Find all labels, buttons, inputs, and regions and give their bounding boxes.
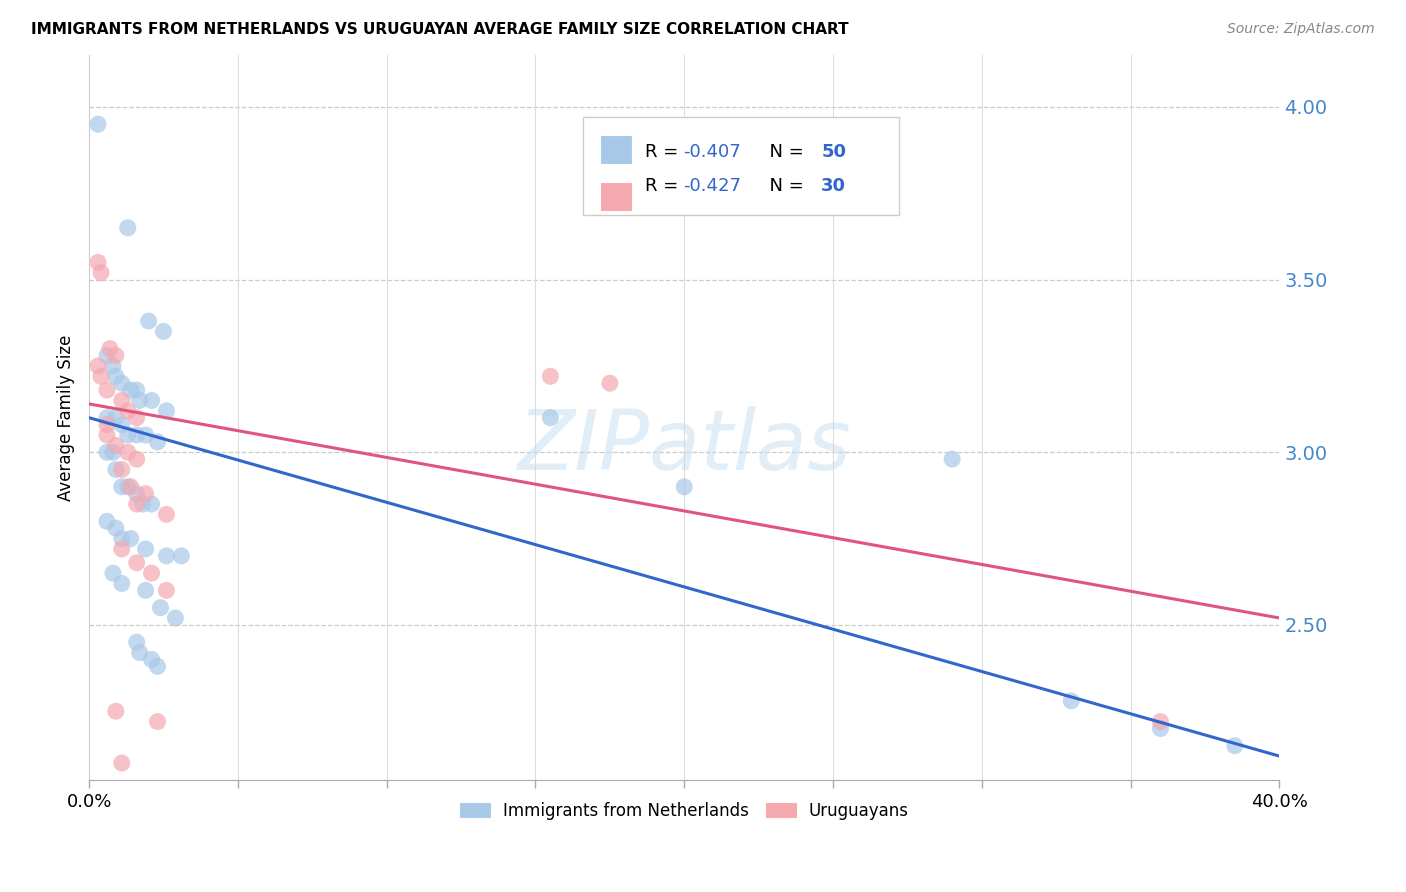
FancyBboxPatch shape — [583, 117, 898, 215]
Point — [104, 369, 127, 384]
Point — [111, 576, 134, 591]
Text: 30: 30 — [821, 177, 846, 194]
Point — [149, 600, 172, 615]
Point — [135, 583, 157, 598]
Point — [599, 376, 621, 391]
Point — [128, 393, 150, 408]
Point — [120, 383, 142, 397]
Point — [135, 486, 157, 500]
Text: -0.427: -0.427 — [683, 177, 741, 194]
Point — [135, 541, 157, 556]
Point — [96, 349, 118, 363]
Point — [941, 452, 963, 467]
Point — [87, 117, 110, 131]
Point — [96, 417, 118, 432]
Point — [96, 383, 118, 397]
Point — [120, 532, 142, 546]
Point — [90, 369, 112, 384]
Point — [101, 445, 124, 459]
Point — [155, 404, 177, 418]
Legend: Immigrants from Netherlands, Uruguayans: Immigrants from Netherlands, Uruguayans — [453, 795, 915, 826]
Point — [101, 359, 124, 373]
Point — [538, 369, 561, 384]
Point — [138, 314, 160, 328]
Point — [104, 349, 127, 363]
Point — [111, 462, 134, 476]
Point — [1149, 714, 1171, 729]
Point — [1060, 694, 1083, 708]
Point — [87, 255, 110, 269]
Bar — [600, 136, 631, 163]
Point — [87, 359, 110, 373]
Point — [98, 342, 121, 356]
Point — [117, 445, 139, 459]
Point — [141, 497, 163, 511]
Point — [101, 566, 124, 581]
Point — [111, 393, 134, 408]
Point — [96, 514, 118, 528]
Point — [165, 611, 187, 625]
Point — [111, 417, 134, 432]
Point — [1149, 722, 1171, 736]
Point — [104, 704, 127, 718]
Text: IMMIGRANTS FROM NETHERLANDS VS URUGUAYAN AVERAGE FAMILY SIZE CORRELATION CHART: IMMIGRANTS FROM NETHERLANDS VS URUGUAYAN… — [31, 22, 849, 37]
Point — [131, 497, 153, 511]
Point — [120, 480, 142, 494]
Point — [125, 452, 148, 467]
Point — [125, 556, 148, 570]
Point — [135, 428, 157, 442]
Text: N =: N = — [758, 143, 810, 161]
Point — [125, 497, 148, 511]
Point — [125, 383, 148, 397]
Point — [111, 541, 134, 556]
Point — [90, 266, 112, 280]
Point — [104, 462, 127, 476]
Point — [155, 583, 177, 598]
Point — [117, 480, 139, 494]
Text: R =: R = — [645, 177, 683, 194]
Text: Source: ZipAtlas.com: Source: ZipAtlas.com — [1227, 22, 1375, 37]
Point — [111, 480, 134, 494]
Point — [128, 646, 150, 660]
Point — [104, 410, 127, 425]
Point — [141, 393, 163, 408]
Point — [111, 532, 134, 546]
Point — [146, 659, 169, 673]
Point — [1223, 739, 1246, 753]
Point — [146, 714, 169, 729]
Text: 50: 50 — [821, 143, 846, 161]
Bar — [600, 183, 631, 211]
Y-axis label: Average Family Size: Average Family Size — [58, 334, 75, 501]
Point — [104, 438, 127, 452]
Point — [141, 566, 163, 581]
Point — [111, 756, 134, 770]
Point — [125, 428, 148, 442]
Text: N =: N = — [758, 177, 810, 194]
Point — [117, 404, 139, 418]
Point — [155, 508, 177, 522]
Point — [155, 549, 177, 563]
Point — [96, 445, 118, 459]
Text: -0.407: -0.407 — [683, 143, 741, 161]
Point — [125, 486, 148, 500]
Point — [673, 480, 696, 494]
Text: R =: R = — [645, 143, 683, 161]
Point — [96, 410, 118, 425]
Point — [146, 434, 169, 449]
Point — [141, 652, 163, 666]
Point — [104, 521, 127, 535]
Point — [125, 635, 148, 649]
Point — [96, 428, 118, 442]
Text: ZIPatlas: ZIPatlas — [517, 406, 851, 487]
Point — [152, 325, 174, 339]
Point — [170, 549, 193, 563]
Point — [117, 220, 139, 235]
Point — [111, 376, 134, 391]
Point — [125, 410, 148, 425]
Point — [117, 428, 139, 442]
Point — [538, 410, 561, 425]
